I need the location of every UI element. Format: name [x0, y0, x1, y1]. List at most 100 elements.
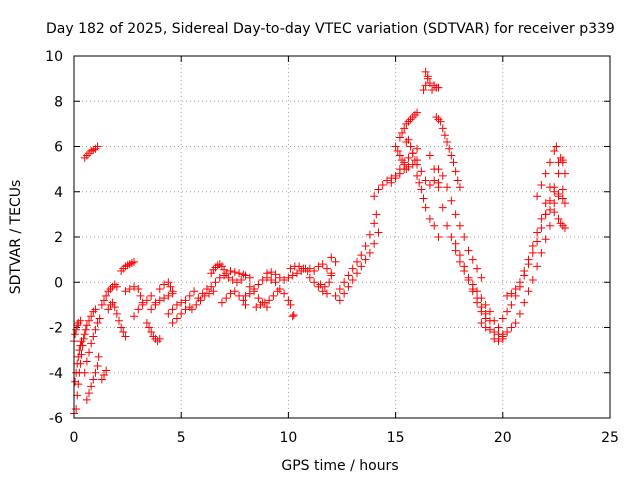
data-point: [438, 124, 447, 133]
data-point: [295, 262, 304, 271]
data-point: [558, 221, 567, 230]
data-point: [72, 325, 81, 334]
data-point: [361, 255, 370, 264]
data-point: [545, 221, 554, 230]
data-point: [85, 149, 94, 158]
data-point: [455, 257, 464, 266]
data-point: [552, 142, 561, 151]
data-point: [434, 115, 443, 124]
x-tick-labels: 0 5 10 15 20 25: [70, 430, 619, 446]
data-point: [81, 325, 90, 334]
data-point: [200, 291, 209, 300]
data-point: [286, 300, 295, 309]
data-point: [406, 115, 415, 124]
data-point: [331, 257, 340, 266]
data-point: [520, 298, 529, 307]
data-point: [121, 262, 130, 271]
data-point: [537, 214, 546, 223]
data-point: [142, 318, 151, 327]
data-point: [155, 285, 164, 294]
chart-title: Day 182 of 2025, Sidereal Day-to-day VTE…: [46, 21, 615, 37]
data-point: [443, 221, 452, 230]
data-point: [554, 190, 563, 199]
data-point: [558, 185, 567, 194]
data-point: [310, 266, 319, 275]
data-point: [318, 287, 327, 296]
data-point: [280, 275, 289, 284]
data-point: [185, 303, 194, 312]
data-point: [560, 199, 569, 208]
data-point: [269, 291, 278, 300]
data-point: [541, 235, 550, 244]
data-point: [262, 269, 271, 278]
data-point: [410, 110, 419, 119]
data-point: [498, 334, 507, 343]
data-point: [430, 81, 439, 90]
data-point: [398, 128, 407, 137]
data-point: [430, 221, 439, 230]
data-point: [119, 328, 128, 337]
data-point: [284, 296, 293, 305]
data-point: [226, 289, 235, 298]
data-point: [537, 180, 546, 189]
data-point: [490, 328, 499, 337]
data-point: [245, 282, 254, 291]
data-point: [331, 291, 340, 300]
data-point: [112, 282, 121, 291]
data-point: [383, 176, 392, 185]
y-tick-label: 10: [45, 49, 63, 65]
data-point: [445, 144, 454, 153]
data-point: [485, 325, 494, 334]
data-point: [402, 165, 411, 174]
data-point: [404, 162, 413, 171]
data-point: [537, 248, 546, 257]
data-point: [142, 296, 151, 305]
data-point: [74, 318, 83, 327]
data-point: [404, 153, 413, 162]
data-point: [453, 176, 462, 185]
data-point: [365, 248, 374, 257]
data-point: [80, 368, 89, 377]
data-point: [511, 285, 520, 294]
data-point: [209, 265, 218, 274]
data-point: [481, 300, 490, 309]
data-point: [398, 156, 407, 165]
data-point: [558, 156, 567, 165]
data-point: [123, 261, 132, 270]
x-tick-label: 20: [494, 430, 512, 446]
data-point: [73, 359, 82, 368]
data-point: [473, 264, 482, 273]
data-point: [187, 305, 196, 314]
data-point: [322, 264, 331, 273]
data-point: [560, 223, 569, 232]
data-point: [110, 303, 119, 312]
data-point: [125, 285, 134, 294]
data-point: [93, 361, 102, 370]
data-point: [209, 287, 218, 296]
y-tick-label: 0: [54, 275, 63, 291]
grid-lines: [74, 56, 610, 418]
data-point: [391, 174, 400, 183]
data-point: [428, 85, 437, 94]
data-point: [288, 312, 297, 321]
data-point: [192, 300, 201, 309]
data-point: [425, 180, 434, 189]
data-point: [353, 269, 362, 278]
data-point: [494, 337, 503, 346]
data-point: [503, 291, 512, 300]
data-point: [87, 382, 96, 391]
data-point: [374, 185, 383, 194]
data-point: [87, 147, 96, 156]
data-point: [136, 291, 145, 300]
data-point: [138, 300, 147, 309]
data-point: [554, 214, 563, 223]
data-point: [413, 160, 422, 169]
data-point: [432, 113, 441, 122]
y-tick-label: -6: [49, 411, 63, 427]
data-point: [104, 305, 113, 314]
data-point: [207, 269, 216, 278]
data-point: [340, 278, 349, 287]
data-point: [503, 328, 512, 337]
data-point: [102, 366, 111, 375]
y-axis-label: SDTVAR / TECUs: [8, 180, 24, 295]
